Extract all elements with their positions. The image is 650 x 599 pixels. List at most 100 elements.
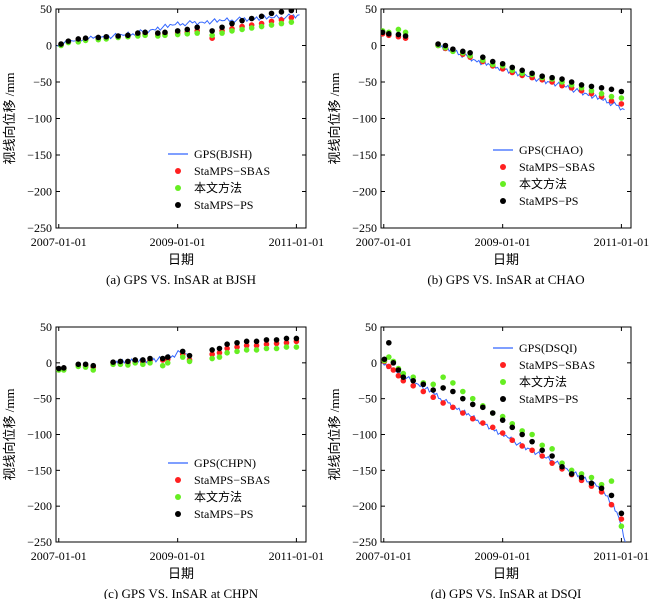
data-point-method — [140, 361, 146, 368]
data-point-sbas — [608, 501, 615, 508]
data-point-ps — [56, 365, 62, 372]
data-point-method — [529, 431, 535, 438]
data-point-ps — [402, 33, 409, 39]
x-axis-label: 日期 — [493, 566, 519, 581]
data-point-ps — [598, 85, 605, 91]
data-point-ps — [159, 355, 166, 362]
data-point-ps — [618, 88, 625, 95]
legend-label: 本文方法 — [519, 374, 567, 389]
x-tick-label: 2011-01-01 — [269, 549, 325, 563]
data-point-method — [288, 19, 295, 25]
data-point-sbas — [440, 400, 446, 406]
data-point-ps — [273, 337, 280, 343]
data-point-ps — [499, 417, 506, 423]
data-point-ps — [147, 355, 153, 362]
data-point-ps — [598, 485, 605, 492]
data-point-ps — [568, 79, 575, 85]
legend-label: GPS(BJSH) — [194, 147, 252, 161]
data-point-method — [618, 523, 625, 530]
y-tick-label: 50 — [365, 2, 377, 16]
data-point-ps — [549, 453, 555, 459]
data-point-sbas — [386, 363, 392, 370]
data-point-sbas — [509, 437, 516, 444]
legend-label: GPS(CHAO) — [519, 143, 583, 157]
y-tick-label: −200 — [352, 499, 377, 513]
y-tick-label: −100 — [352, 112, 377, 126]
data-point-method — [395, 26, 402, 33]
data-point-ps — [194, 24, 200, 31]
data-point-ps — [174, 28, 181, 34]
data-point-ps — [219, 24, 225, 31]
data-point-sbas — [209, 351, 215, 358]
data-point-ps — [184, 26, 191, 33]
legend-label: GPS(DSQI) — [519, 341, 577, 355]
data-point-method — [469, 395, 476, 402]
y-tick-label: −250 — [27, 535, 52, 549]
x-tick-label: 2007-01-01 — [356, 235, 412, 249]
y-tick-label: −200 — [352, 185, 377, 199]
y-axis-label: 视线向位移 /mm — [2, 388, 17, 480]
data-point-ps — [58, 41, 64, 47]
data-point-ps — [283, 335, 290, 342]
y-tick-label: 0 — [371, 356, 377, 370]
data-point-sbas — [618, 516, 625, 522]
y-axis-label: 视线向位移 /mm — [2, 72, 17, 164]
data-point-sbas — [390, 367, 397, 373]
data-point-ps — [499, 60, 506, 67]
data-point-ps — [450, 46, 456, 52]
data-point-ps — [549, 74, 555, 81]
data-point-ps — [395, 367, 402, 373]
data-point-method — [549, 446, 555, 452]
data-point-ps — [440, 385, 446, 391]
legend-label: StaMPS−SBAS — [519, 358, 595, 372]
data-point-ps — [263, 337, 270, 343]
data-point-method — [184, 31, 191, 37]
data-point-ps — [90, 362, 97, 369]
data-point-method — [209, 32, 215, 39]
data-point-method — [278, 20, 285, 27]
y-axis-label: 视线向位移 /mm — [327, 72, 342, 164]
data-point-ps — [489, 58, 496, 65]
data-point-method — [90, 367, 97, 373]
data-point-sbas — [410, 382, 417, 389]
gps-series-line — [382, 362, 626, 542]
data-point-ps — [509, 64, 516, 71]
data-point-method — [186, 358, 193, 365]
data-point-method — [216, 354, 223, 360]
data-point-ps — [268, 10, 275, 17]
data-point-ps — [243, 338, 250, 345]
data-point-ps — [186, 352, 193, 359]
data-point-ps — [400, 374, 407, 380]
legend: GPS(CHPN) StaMPS−SBAS 本文方法 StaMPS−PS — [168, 456, 270, 521]
y-tick-label: −250 — [352, 535, 377, 549]
data-point-ps — [381, 29, 386, 36]
legend-dot-swatch — [175, 185, 181, 191]
data-point-method — [268, 22, 275, 28]
data-point-sbas — [420, 388, 427, 395]
data-point-ps — [539, 73, 545, 79]
data-point-method — [386, 354, 392, 360]
plot-frame — [55, 8, 307, 229]
data-point-ps — [135, 30, 141, 36]
x-axis-label: 日期 — [168, 252, 194, 267]
data-point-sbas — [480, 420, 486, 426]
data-point-ps — [209, 347, 215, 353]
plot-area — [56, 9, 300, 49]
legend-label: 本文方法 — [194, 180, 242, 195]
data-point-sbas — [263, 341, 270, 348]
legend-label: 本文方法 — [519, 176, 567, 191]
data-point-method — [588, 87, 595, 94]
data-point-ps — [110, 359, 116, 365]
data-point-ps — [140, 357, 146, 363]
data-point-ps — [578, 474, 585, 481]
data-point-ps — [164, 354, 171, 360]
data-point-sbas — [469, 415, 476, 422]
data-point-ps — [125, 358, 131, 365]
legend-label: StaMPS−SBAS — [194, 164, 270, 178]
y-tick-label: −50 — [358, 392, 377, 406]
data-point-ps — [509, 424, 516, 431]
y-tick-label: 50 — [40, 2, 52, 16]
data-point-ps — [115, 33, 121, 39]
y-axis-label: 视线向位移 /mm — [327, 388, 342, 480]
